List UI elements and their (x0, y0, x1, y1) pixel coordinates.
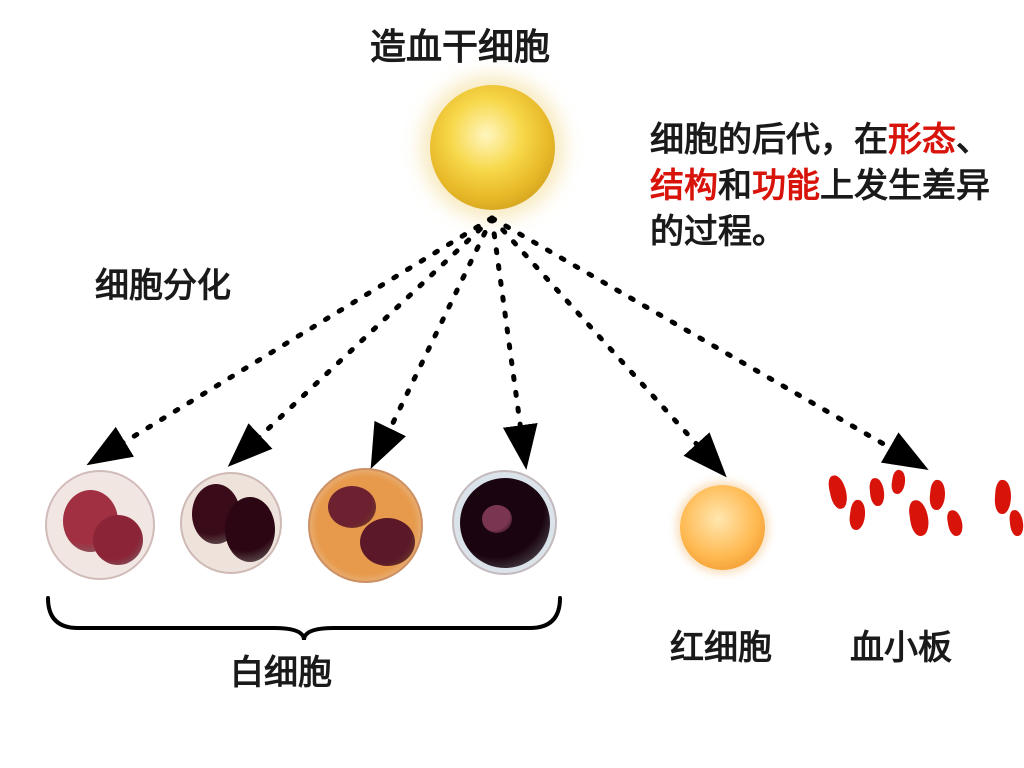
para-seg-highlight: 结构 (650, 167, 718, 205)
para-seg: 细胞的后代，在 (650, 121, 888, 159)
para-seg: 和 (718, 167, 752, 205)
platelet-label: 血小板 (850, 620, 952, 669)
platelet-icon (848, 499, 867, 531)
platelet-icon (827, 474, 850, 511)
stem-cell-icon (430, 85, 555, 210)
white-blood-cell-icon (452, 470, 557, 575)
cell-nucleus (93, 515, 143, 565)
cell-nucleus (225, 497, 275, 562)
cell-nucleus (360, 518, 415, 566)
red-blood-cell-icon (680, 485, 765, 570)
platelet-icon (1009, 509, 1024, 536)
para-seg-highlight: 功能 (752, 167, 820, 205)
platelet-icon (946, 509, 964, 537)
cell-nucleus (328, 486, 376, 528)
definition-paragraph: 细胞的后代，在形态、结构和功能上发生差异的过程。 (650, 118, 1010, 256)
differentiation-label: 细胞分化 (95, 258, 231, 307)
white-blood-cell-icon (45, 470, 155, 580)
platelet-icon (994, 479, 1012, 514)
para-seg: 、 (956, 121, 990, 159)
white-blood-cell-label: 白细胞 (230, 645, 332, 694)
white-blood-cell-icon (308, 468, 423, 583)
cell-nucleus (482, 505, 512, 533)
white-blood-cell-icon (180, 472, 282, 574)
platelet-icon (908, 499, 931, 537)
diagram-canvas: 造血干细胞 细胞分化 细胞的后代，在形态、结构和功能上发生差异的过程。 白细胞 … (0, 0, 1024, 768)
platelet-icon (869, 477, 885, 506)
platelet-icon (928, 479, 946, 510)
para-seg-highlight: 形态 (888, 121, 956, 159)
red-blood-cell-label: 红细胞 (670, 620, 772, 669)
stem-cell-title: 造血干细胞 (370, 18, 550, 70)
platelet-icon (890, 469, 907, 495)
